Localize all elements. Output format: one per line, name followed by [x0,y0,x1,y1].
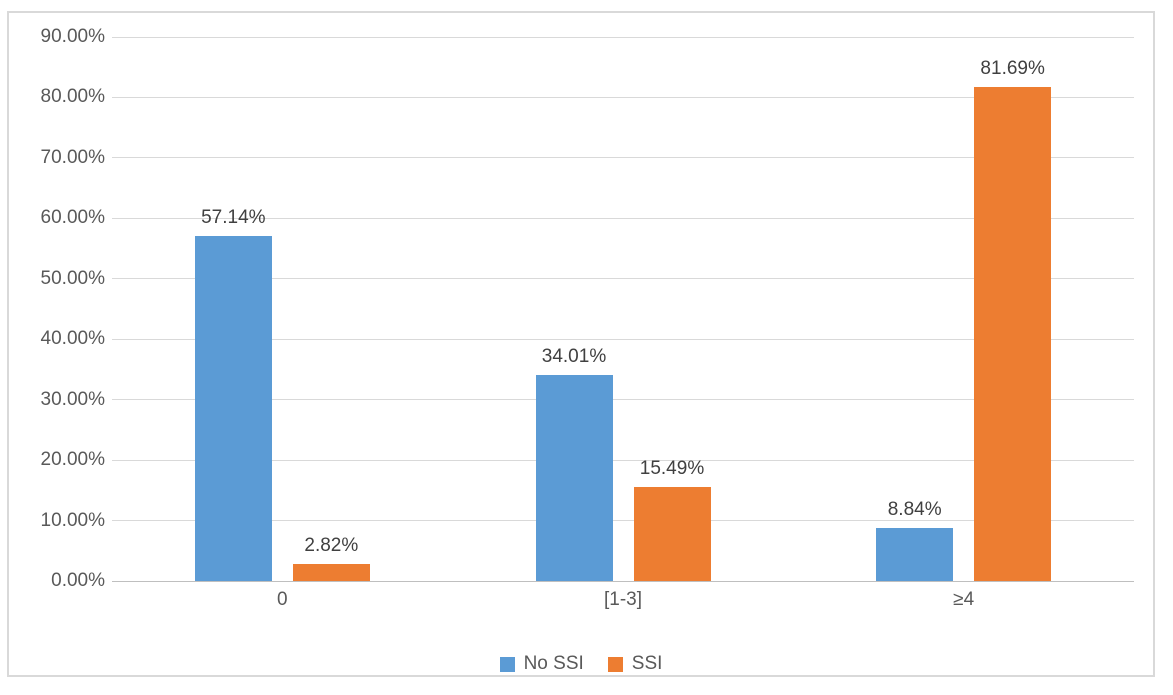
x-tick-label: 0 [277,589,288,610]
y-tick-label: 90.00% [40,26,105,47]
gridline [112,96,1134,98]
bar-value-label: 8.84% [887,498,942,520]
chart-frame: 57.14% 2.82% 34.01% 15.49% 8.84% 81.69% 0.00%… [7,11,1155,677]
y-tick-label: 0.00% [51,570,105,591]
legend: No SSI SSI [9,653,1153,675]
y-tick-label: 40.00% [40,328,105,350]
legend-label: No SSI [523,653,584,674]
bar-ssi [633,487,711,581]
legend-swatch-icon [499,656,515,672]
bar-ssi [974,87,1052,581]
gridline [112,399,1134,401]
legend-label: SSI [631,653,663,674]
plot-area: 57.14% 2.82% 34.01% 15.49% 8.84% 81.69% [112,36,1134,582]
bar-value-label: 81.69% [980,58,1045,80]
bar-no-ssi [535,375,613,581]
legend-swatch-icon [607,656,623,672]
bar-no-ssi [876,527,954,581]
y-tick-label: 30.00% [40,388,105,410]
y-tick-label: 50.00% [40,267,105,289]
gridline [112,278,1134,280]
gridline [112,520,1134,522]
bar-value-label: 2.82% [304,534,359,556]
y-tick-label: 20.00% [40,449,105,471]
gridline [112,338,1134,340]
x-tick-label: [1-3] [603,589,643,610]
y-tick-label: 60.00% [40,207,105,229]
x-axis-line [112,581,1134,582]
bar-no-ssi [194,235,272,581]
gridline [112,459,1134,461]
bar-value-label: 57.14% [201,206,266,228]
gridline [112,217,1134,219]
legend-item-ssi: SSI [607,653,663,675]
gridline [112,36,1134,38]
y-tick-label: 10.00% [40,509,105,531]
gridline [112,157,1134,159]
y-tick-label: 70.00% [40,146,105,168]
y-tick-label: 80.00% [40,86,105,108]
bar-value-label: 34.01% [541,346,607,368]
x-tick-label: ≥4 [953,589,975,610]
bar-value-label: 15.49% [639,458,705,480]
legend-item-no-ssi: No SSI [499,653,584,675]
bar-ssi [292,563,370,581]
